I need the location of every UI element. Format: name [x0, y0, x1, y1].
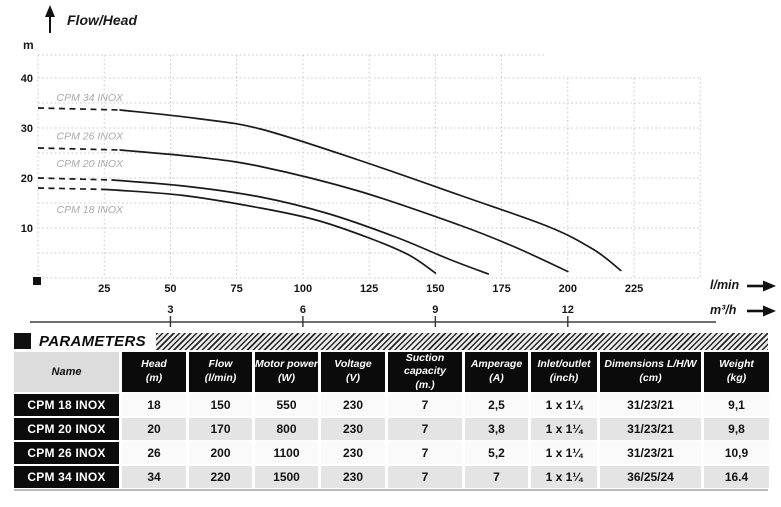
cell-cpm-20-inox-weight: 9,8 [704, 418, 769, 440]
row-name-cpm-26-inox: CPM 26 INOX [14, 442, 119, 464]
column-header-voltage: Voltage (V) [321, 352, 385, 392]
chart-canvas: 10 20 30 40 25 50 75 100 125 150 175 200 225 3 6 9 12 CPM… [21, 5, 776, 327]
row-name-cpm-20-inox: CPM 20 INOX [14, 418, 119, 440]
flow-head-chart: 10 20 30 40 25 50 75 100 125 150 175 200 225 3 6 9 12 CPM… [21, 5, 776, 327]
hatch-band [155, 332, 768, 350]
x-axis-unit-lmin-label: l/min [710, 278, 740, 292]
cell-cpm-20-inox-dimensions-l-h-w: 31/23/21 [600, 418, 701, 440]
cell-cpm-34-inox-flow: 220 [189, 466, 252, 488]
cell-cpm-20-inox-suction-capacity: 7 [388, 418, 462, 440]
cell-cpm-20-inox-motor-power: 800 [255, 418, 318, 440]
cell-cpm-20-inox-flow: 170 [189, 418, 252, 440]
cell-cpm-18-inox-head: 18 [122, 394, 186, 416]
curve-cpm-18-inox [106, 188, 437, 274]
table-bottom-rule [14, 489, 768, 491]
cell-cpm-20-inox-head: 20 [122, 418, 186, 440]
x-tick-label-lmin: 175 [492, 283, 510, 295]
chart-title: Flow/Head [67, 12, 138, 28]
x-tick-label-m3h: 9 [432, 304, 438, 316]
x-tick-label-lmin: 100 [294, 283, 312, 295]
curve-dashed-cpm-18-inox [37, 187, 107, 191]
cell-cpm-34-inox-inlet-outlet: 1 x 1¼ [531, 466, 597, 488]
cell-cpm-18-inox-weight: 9,1 [704, 394, 769, 416]
x-tick-label-lmin: 75 [231, 283, 243, 295]
cell-cpm-20-inox-voltage: 230 [321, 418, 385, 440]
curve-cpm-26-inox [119, 149, 569, 273]
column-header-flow: Flow (l/min) [189, 352, 252, 392]
column-header-suction-capacity: Suction capacity (m.) [388, 352, 462, 392]
column-header-dimensions-l-h-w: Dimensions L/H/W (cm) [600, 352, 701, 392]
parameters-section-header: PARAMETERS [14, 332, 768, 350]
x-tick-label-lmin: 225 [625, 283, 643, 295]
cell-cpm-18-inox-dimensions-l-h-w: 31/23/21 [600, 394, 701, 416]
cell-cpm-18-inox-motor-power: 550 [255, 394, 318, 416]
column-header-motor-power: Motor power (W) [255, 352, 318, 392]
row-name-cpm-34-inox: CPM 34 INOX [14, 466, 119, 488]
x-tick-label-lmin: 25 [98, 283, 110, 295]
curve-label-cpm-18-inox: CPM 18 INOX [57, 204, 125, 216]
curve-cpm-20-inox [111, 179, 490, 275]
y-tick-label: 30 [21, 123, 33, 135]
y-tick-label: 20 [21, 173, 33, 185]
cell-cpm-26-inox-inlet-outlet: 1 x 1¼ [531, 442, 597, 464]
curve-dashed-cpm-20-inox [37, 177, 113, 181]
cell-cpm-26-inox-voltage: 230 [321, 442, 385, 464]
column-header-name: Name [14, 352, 119, 392]
cell-cpm-20-inox-inlet-outlet: 1 x 1¼ [531, 418, 597, 440]
x-tick-label-lmin: 150 [426, 283, 444, 295]
parameters-table: Name Head (m) Flow (l/min) Motor power (W) Volt… [14, 352, 769, 488]
cell-cpm-26-inox-weight: 10,9 [704, 442, 769, 464]
cell-cpm-26-inox-flow: 200 [189, 442, 252, 464]
cell-cpm-26-inox-suction-capacity: 7 [388, 442, 462, 464]
row-name-cpm-18-inox: CPM 18 INOX [14, 394, 119, 416]
y-axis-arrowhead-icon [45, 5, 55, 17]
x-tick-label-m3h: 3 [167, 304, 173, 316]
x-tick-label-m3h: 6 [300, 304, 306, 316]
origin-marker [33, 277, 41, 285]
curve-label-cpm-26-inox: CPM 26 INOX [57, 131, 125, 143]
x-tick-label-m3h: 12 [562, 304, 574, 316]
curve-label-cpm-20-inox: CPM 20 INOX [57, 158, 125, 170]
parameters-title: PARAMETERS [39, 332, 146, 350]
cell-cpm-34-inox-amperage: 7 [465, 466, 528, 488]
x-tick-label-lmin: 50 [164, 283, 176, 295]
cell-cpm-26-inox-motor-power: 1100 [255, 442, 318, 464]
cell-cpm-34-inox-weight: 16.4 [704, 466, 769, 488]
curve-dashed-cpm-34-inox [37, 107, 121, 111]
cell-cpm-34-inox-voltage: 230 [321, 466, 385, 488]
curve-cpm-34-inox [119, 109, 622, 272]
cell-cpm-20-inox-amperage: 3,8 [465, 418, 528, 440]
cell-cpm-34-inox-suction-capacity: 7 [388, 466, 462, 488]
cell-cpm-18-inox-inlet-outlet: 1 x 1¼ [531, 394, 597, 416]
curve-dashed-cpm-26-inox [37, 147, 121, 151]
cell-cpm-18-inox-flow: 150 [189, 394, 252, 416]
x-tick-label-lmin: 125 [360, 283, 378, 295]
cell-cpm-26-inox-dimensions-l-h-w: 31/23/21 [600, 442, 701, 464]
column-header-weight: Weight (kg) [704, 352, 769, 392]
y-tick-label: 40 [21, 73, 33, 85]
y-axis-unit-label: m [23, 38, 34, 52]
column-header-inlet-outlet: Inlet/outlet (inch) [531, 352, 597, 392]
x-axis-arrowhead-icon [763, 305, 776, 317]
x-tick-label-lmin: 200 [559, 283, 577, 295]
x-axis-unit-m3h-label: m³/h [710, 303, 737, 317]
column-header-head: Head (m) [122, 352, 186, 392]
cell-cpm-18-inox-suction-capacity: 7 [388, 394, 462, 416]
cell-cpm-18-inox-amperage: 2,5 [465, 394, 528, 416]
curve-label-cpm-34-inox: CPM 34 INOX [57, 92, 125, 104]
cell-cpm-34-inox-head: 34 [122, 466, 186, 488]
section-marker-square-icon [14, 333, 31, 349]
cell-cpm-26-inox-head: 26 [122, 442, 186, 464]
cell-cpm-34-inox-dimensions-l-h-w: 36/25/24 [600, 466, 701, 488]
column-header-amperage: Amperage (A) [465, 352, 528, 392]
cell-cpm-34-inox-motor-power: 1500 [255, 466, 318, 488]
x-axis-arrowhead-icon [763, 280, 776, 292]
cell-cpm-18-inox-voltage: 230 [321, 394, 385, 416]
y-tick-label: 10 [21, 223, 33, 235]
cell-cpm-26-inox-amperage: 5,2 [465, 442, 528, 464]
